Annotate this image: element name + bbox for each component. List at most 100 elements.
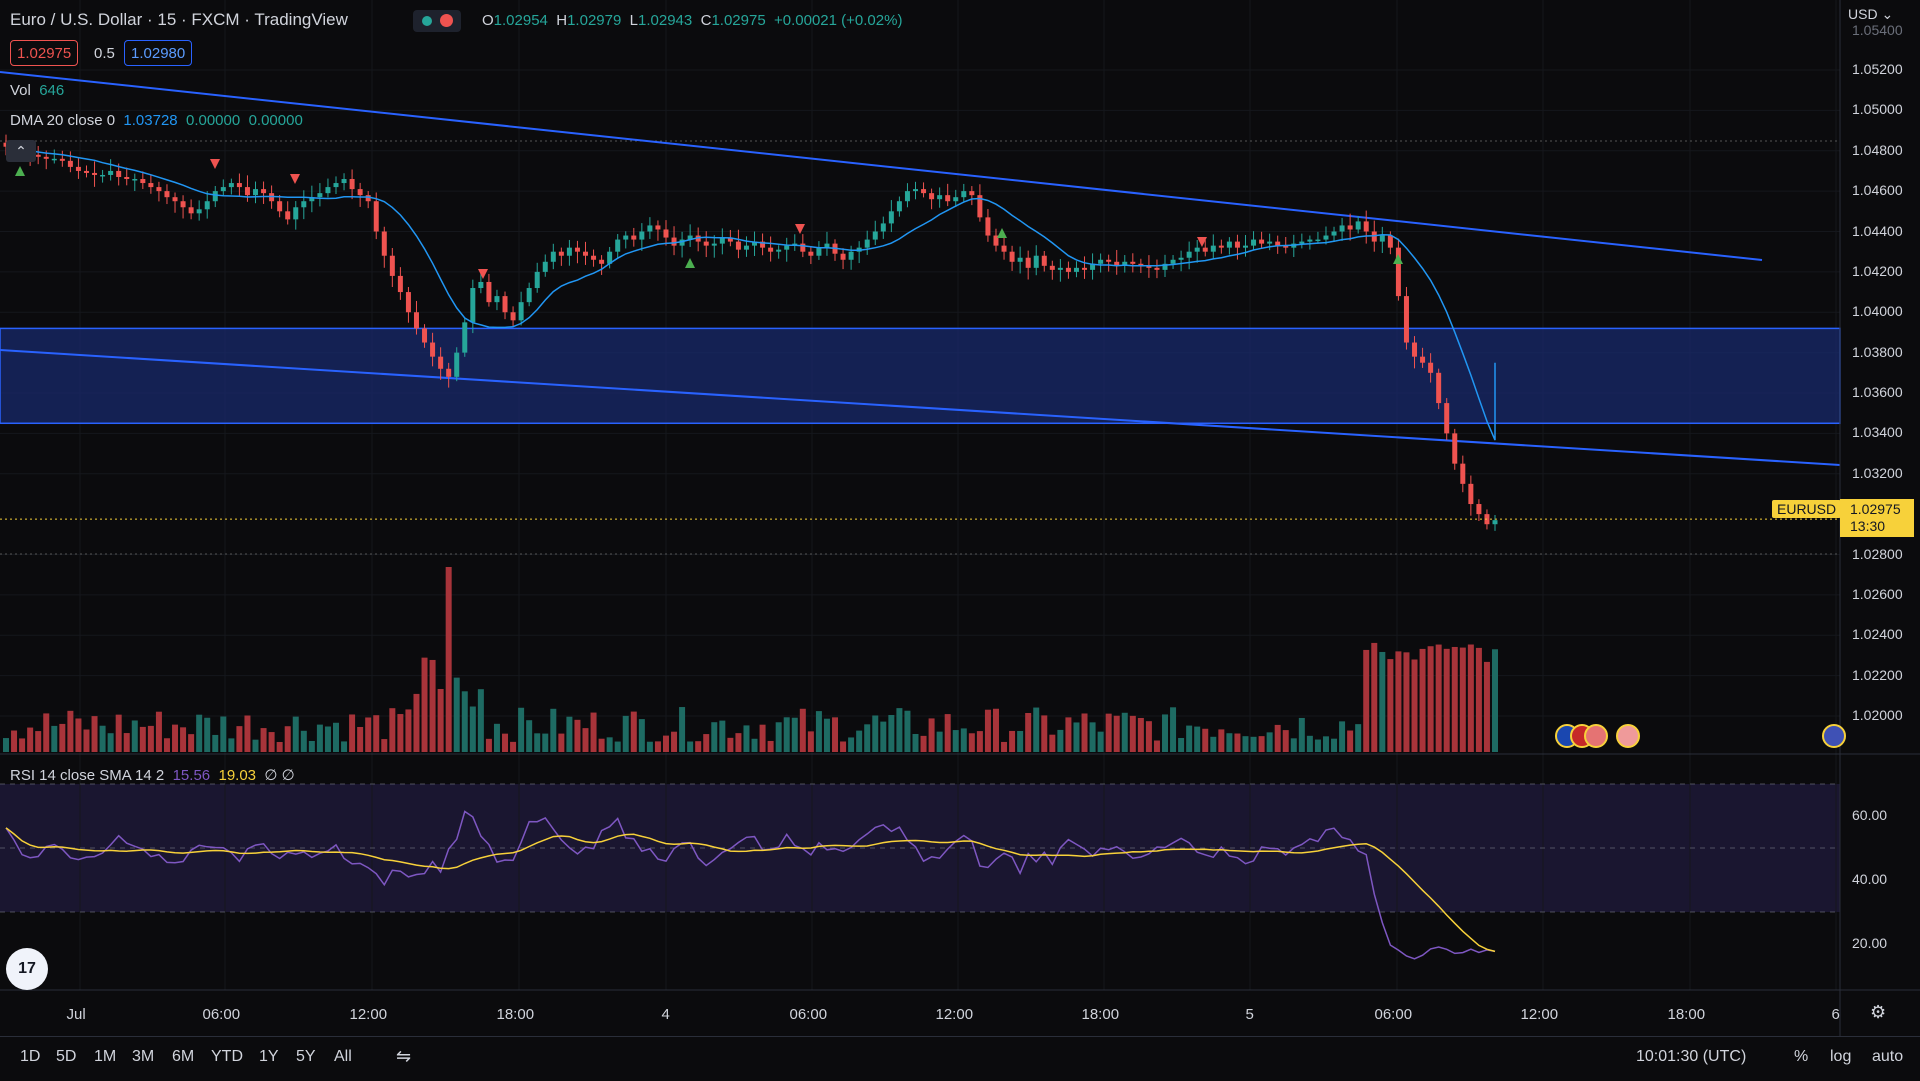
- timeframe-button-3m[interactable]: 3M: [132, 1048, 155, 1065]
- us-flag-icon[interactable]: [1584, 724, 1608, 748]
- timeframe-button-1m[interactable]: 1M: [94, 1048, 117, 1065]
- candle-body: [180, 201, 186, 208]
- volume-bar: [1001, 741, 1008, 752]
- volume-bar: [1379, 651, 1386, 752]
- volume-bar: [131, 720, 138, 752]
- price-axis-label: 1.03200: [1852, 464, 1903, 481]
- candle-body: [494, 296, 500, 303]
- percent-toggle[interactable]: %: [1794, 1048, 1809, 1065]
- time-axis-label: 06:00: [789, 1006, 828, 1023]
- volume-bar: [654, 741, 661, 752]
- price-axis-label: 1.04000: [1852, 303, 1903, 320]
- price-axis-label: 1.04400: [1852, 222, 1903, 239]
- candle-body: [430, 342, 436, 357]
- timeframe-button-5y[interactable]: 5Y: [296, 1048, 316, 1065]
- volume-bar: [1331, 738, 1338, 752]
- candle-body: [1001, 245, 1007, 252]
- us-flag-icon[interactable]: [1616, 724, 1640, 748]
- candle-body: [43, 156, 49, 159]
- date-range-icon[interactable]: ⇋: [396, 1046, 412, 1066]
- candle-body: [1202, 247, 1208, 252]
- timeframe-button-ytd[interactable]: YTD: [211, 1048, 243, 1065]
- volume-bar: [598, 738, 605, 752]
- tradingview-logo[interactable]: 17: [6, 948, 48, 990]
- volume-bar: [775, 722, 782, 752]
- candle-body: [365, 195, 371, 202]
- support-zone[interactable]: [0, 327, 1841, 425]
- timeframe-button-1d[interactable]: 1D: [20, 1048, 41, 1065]
- timeframe-button-6m[interactable]: 6M: [172, 1048, 195, 1065]
- rsi-extra-values: ∅ ∅: [264, 767, 295, 784]
- economic-events[interactable]: [1555, 724, 1846, 748]
- open-label: O: [482, 12, 494, 29]
- volume-bar: [1033, 707, 1040, 752]
- dma-line: [5, 145, 1496, 441]
- candle-body: [35, 154, 41, 157]
- volume-bar: [493, 723, 500, 752]
- candle-body: [1412, 342, 1418, 357]
- settings-gear-icon[interactable]: ⚙: [1870, 1002, 1887, 1022]
- candle-body: [1428, 362, 1434, 373]
- volume-bar: [791, 717, 798, 752]
- timeframe-button-1y[interactable]: 1Y: [259, 1048, 279, 1065]
- volume-bar: [1419, 648, 1426, 752]
- time-axis-label: Jul: [66, 1006, 86, 1023]
- timeframe-button-all[interactable]: All: [334, 1048, 352, 1065]
- volume-bar: [711, 722, 718, 752]
- time-axis-label: 6: [1831, 1006, 1840, 1023]
- close-label: C: [700, 12, 712, 29]
- volume-bar: [590, 712, 597, 752]
- candle-body: [1299, 241, 1305, 244]
- volume-bar: [107, 733, 114, 752]
- dma-legend[interactable]: DMA 20 close 0 1.03728 0.00000 0.00000: [10, 112, 303, 129]
- rsi-ma-line: [5, 827, 1496, 953]
- volume-bar: [1049, 734, 1056, 752]
- candle-body: [655, 225, 661, 230]
- signal-markers: [15, 159, 1403, 279]
- candle-body: [888, 211, 894, 224]
- close-value: 1.02975: [711, 12, 766, 29]
- volume-bar: [1089, 722, 1096, 752]
- volume-bar: [300, 730, 307, 752]
- trendlines[interactable]: [0, 71, 1841, 466]
- symbol-title[interactable]: Euro / U.S. Dollar · 15 · FXCM · Trading…: [10, 10, 348, 29]
- auto-toggle[interactable]: auto: [1872, 1048, 1904, 1065]
- candle-body: [317, 193, 323, 198]
- volume-bar: [292, 716, 299, 752]
- candle-body: [663, 229, 669, 238]
- candle-body: [977, 195, 983, 218]
- candle-body: [1049, 265, 1055, 270]
- candle-body: [864, 239, 870, 248]
- clock[interactable]: 10:01:30 (UTC): [1636, 1048, 1747, 1065]
- collapse-legend-button[interactable]: ⌃: [6, 140, 36, 162]
- volume-bar: [1218, 729, 1225, 752]
- candle-body: [92, 172, 98, 175]
- candle-body: [405, 292, 411, 313]
- eu-flag-icon[interactable]: [1822, 724, 1846, 748]
- candle-body: [116, 170, 122, 177]
- candle-body: [985, 217, 991, 236]
- volume-bar: [968, 733, 975, 752]
- volume-bar: [1113, 715, 1120, 752]
- volume-bar: [43, 713, 50, 752]
- dma-value-2: 0.00000: [185, 112, 241, 129]
- timeframe-button-5d[interactable]: 5D: [56, 1048, 77, 1065]
- buy-button[interactable]: 1.02980: [124, 40, 193, 66]
- sell-button[interactable]: 1.02975: [10, 40, 79, 66]
- volume-bar: [163, 738, 170, 752]
- volume-bar: [445, 567, 452, 752]
- vol-legend[interactable]: Vol 646: [10, 82, 64, 99]
- log-toggle[interactable]: log: [1830, 1048, 1852, 1065]
- volume-bar: [308, 740, 315, 752]
- candle-body: [333, 183, 339, 188]
- currency-selector[interactable]: USD ⌄: [1848, 6, 1893, 23]
- volume-bar: [1234, 733, 1241, 752]
- market-status[interactable]: [413, 10, 461, 32]
- candle-body: [124, 176, 130, 180]
- rsi-legend[interactable]: RSI 14 close SMA 14 2 15.56 19.03 ∅ ∅: [10, 766, 295, 784]
- volume-bar: [1475, 647, 1482, 752]
- trendline-upper: [0, 71, 1763, 261]
- candle-body: [462, 322, 468, 353]
- volume-bar: [984, 709, 991, 752]
